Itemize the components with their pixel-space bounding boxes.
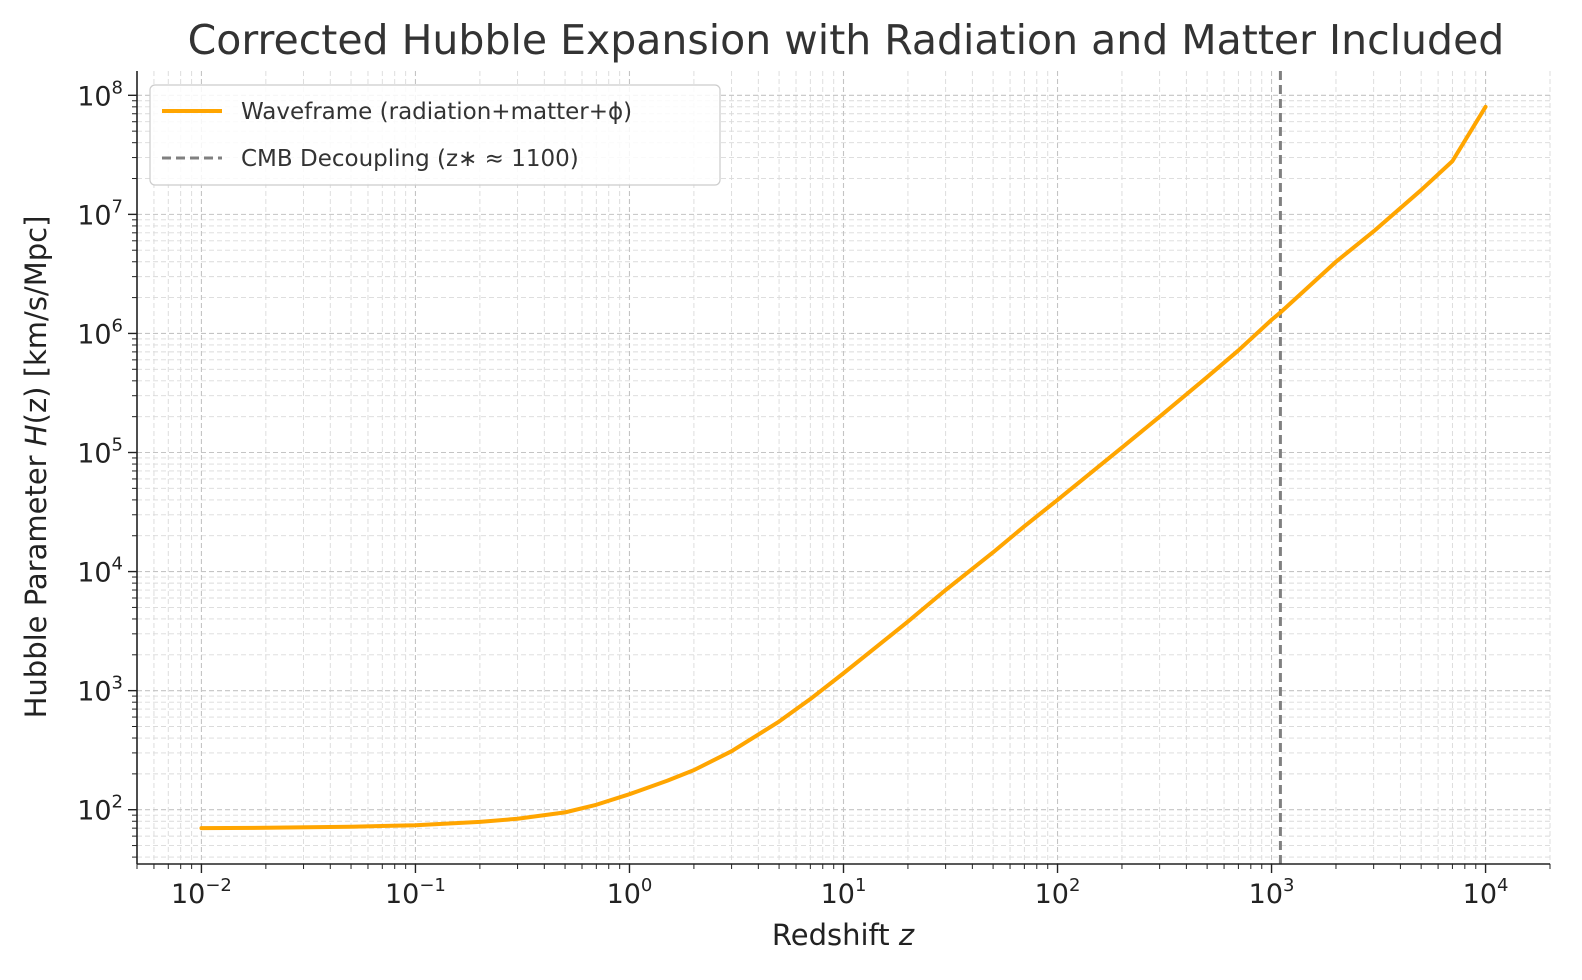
legend-label: CMB Decoupling (z∗ ≈ 1100) bbox=[241, 146, 579, 172]
x-tick-label: 100 bbox=[607, 875, 653, 910]
x-tick-label: 10−1 bbox=[385, 875, 446, 910]
x-axis-label: Redshift z bbox=[772, 918, 915, 952]
y-axis-label: Hubble Parameter H(z) [km/s/Mpc] bbox=[19, 216, 53, 719]
y-tick-label: 105 bbox=[77, 435, 123, 470]
y-tick-label: 104 bbox=[77, 554, 123, 589]
y-tick-label: 107 bbox=[77, 196, 123, 231]
y-tick-label: 108 bbox=[77, 77, 123, 112]
x-tick-label: 10−2 bbox=[171, 875, 232, 910]
y-ticks: 102 103 104 105 106 107 108 bbox=[77, 77, 137, 858]
plot-area: 10−2 10−1 100 101 102 103 104 1021031041051061… bbox=[77, 71, 1551, 910]
y-tick-label: 106 bbox=[77, 315, 123, 350]
chart-title: Corrected Hubble Expansion with Radiatio… bbox=[188, 16, 1505, 64]
x-tick-label: 103 bbox=[1249, 875, 1295, 910]
series-layer bbox=[199, 104, 1488, 831]
waveframe-line bbox=[199, 104, 1488, 831]
legend: Waveframe (radiation+matter+ϕ) CMB Decoup… bbox=[149, 84, 721, 186]
legend-entries: Waveframe (radiation+matter+ϕ) CMB Decoup… bbox=[162, 99, 632, 172]
legend-label: Waveframe (radiation+matter+ϕ) bbox=[241, 99, 632, 125]
x-tick-label: 104 bbox=[1463, 875, 1509, 910]
legend-box bbox=[149, 84, 721, 186]
y-tick-label: 103 bbox=[77, 673, 123, 708]
y-tick-label: 102 bbox=[77, 792, 123, 827]
x-tick-label: 102 bbox=[1035, 875, 1081, 910]
major-grid bbox=[137, 71, 1550, 864]
x-tick-label: 101 bbox=[821, 875, 867, 910]
x-ticks: 10−2 10−1 100 101 102 103 104 bbox=[136, 864, 1551, 910]
